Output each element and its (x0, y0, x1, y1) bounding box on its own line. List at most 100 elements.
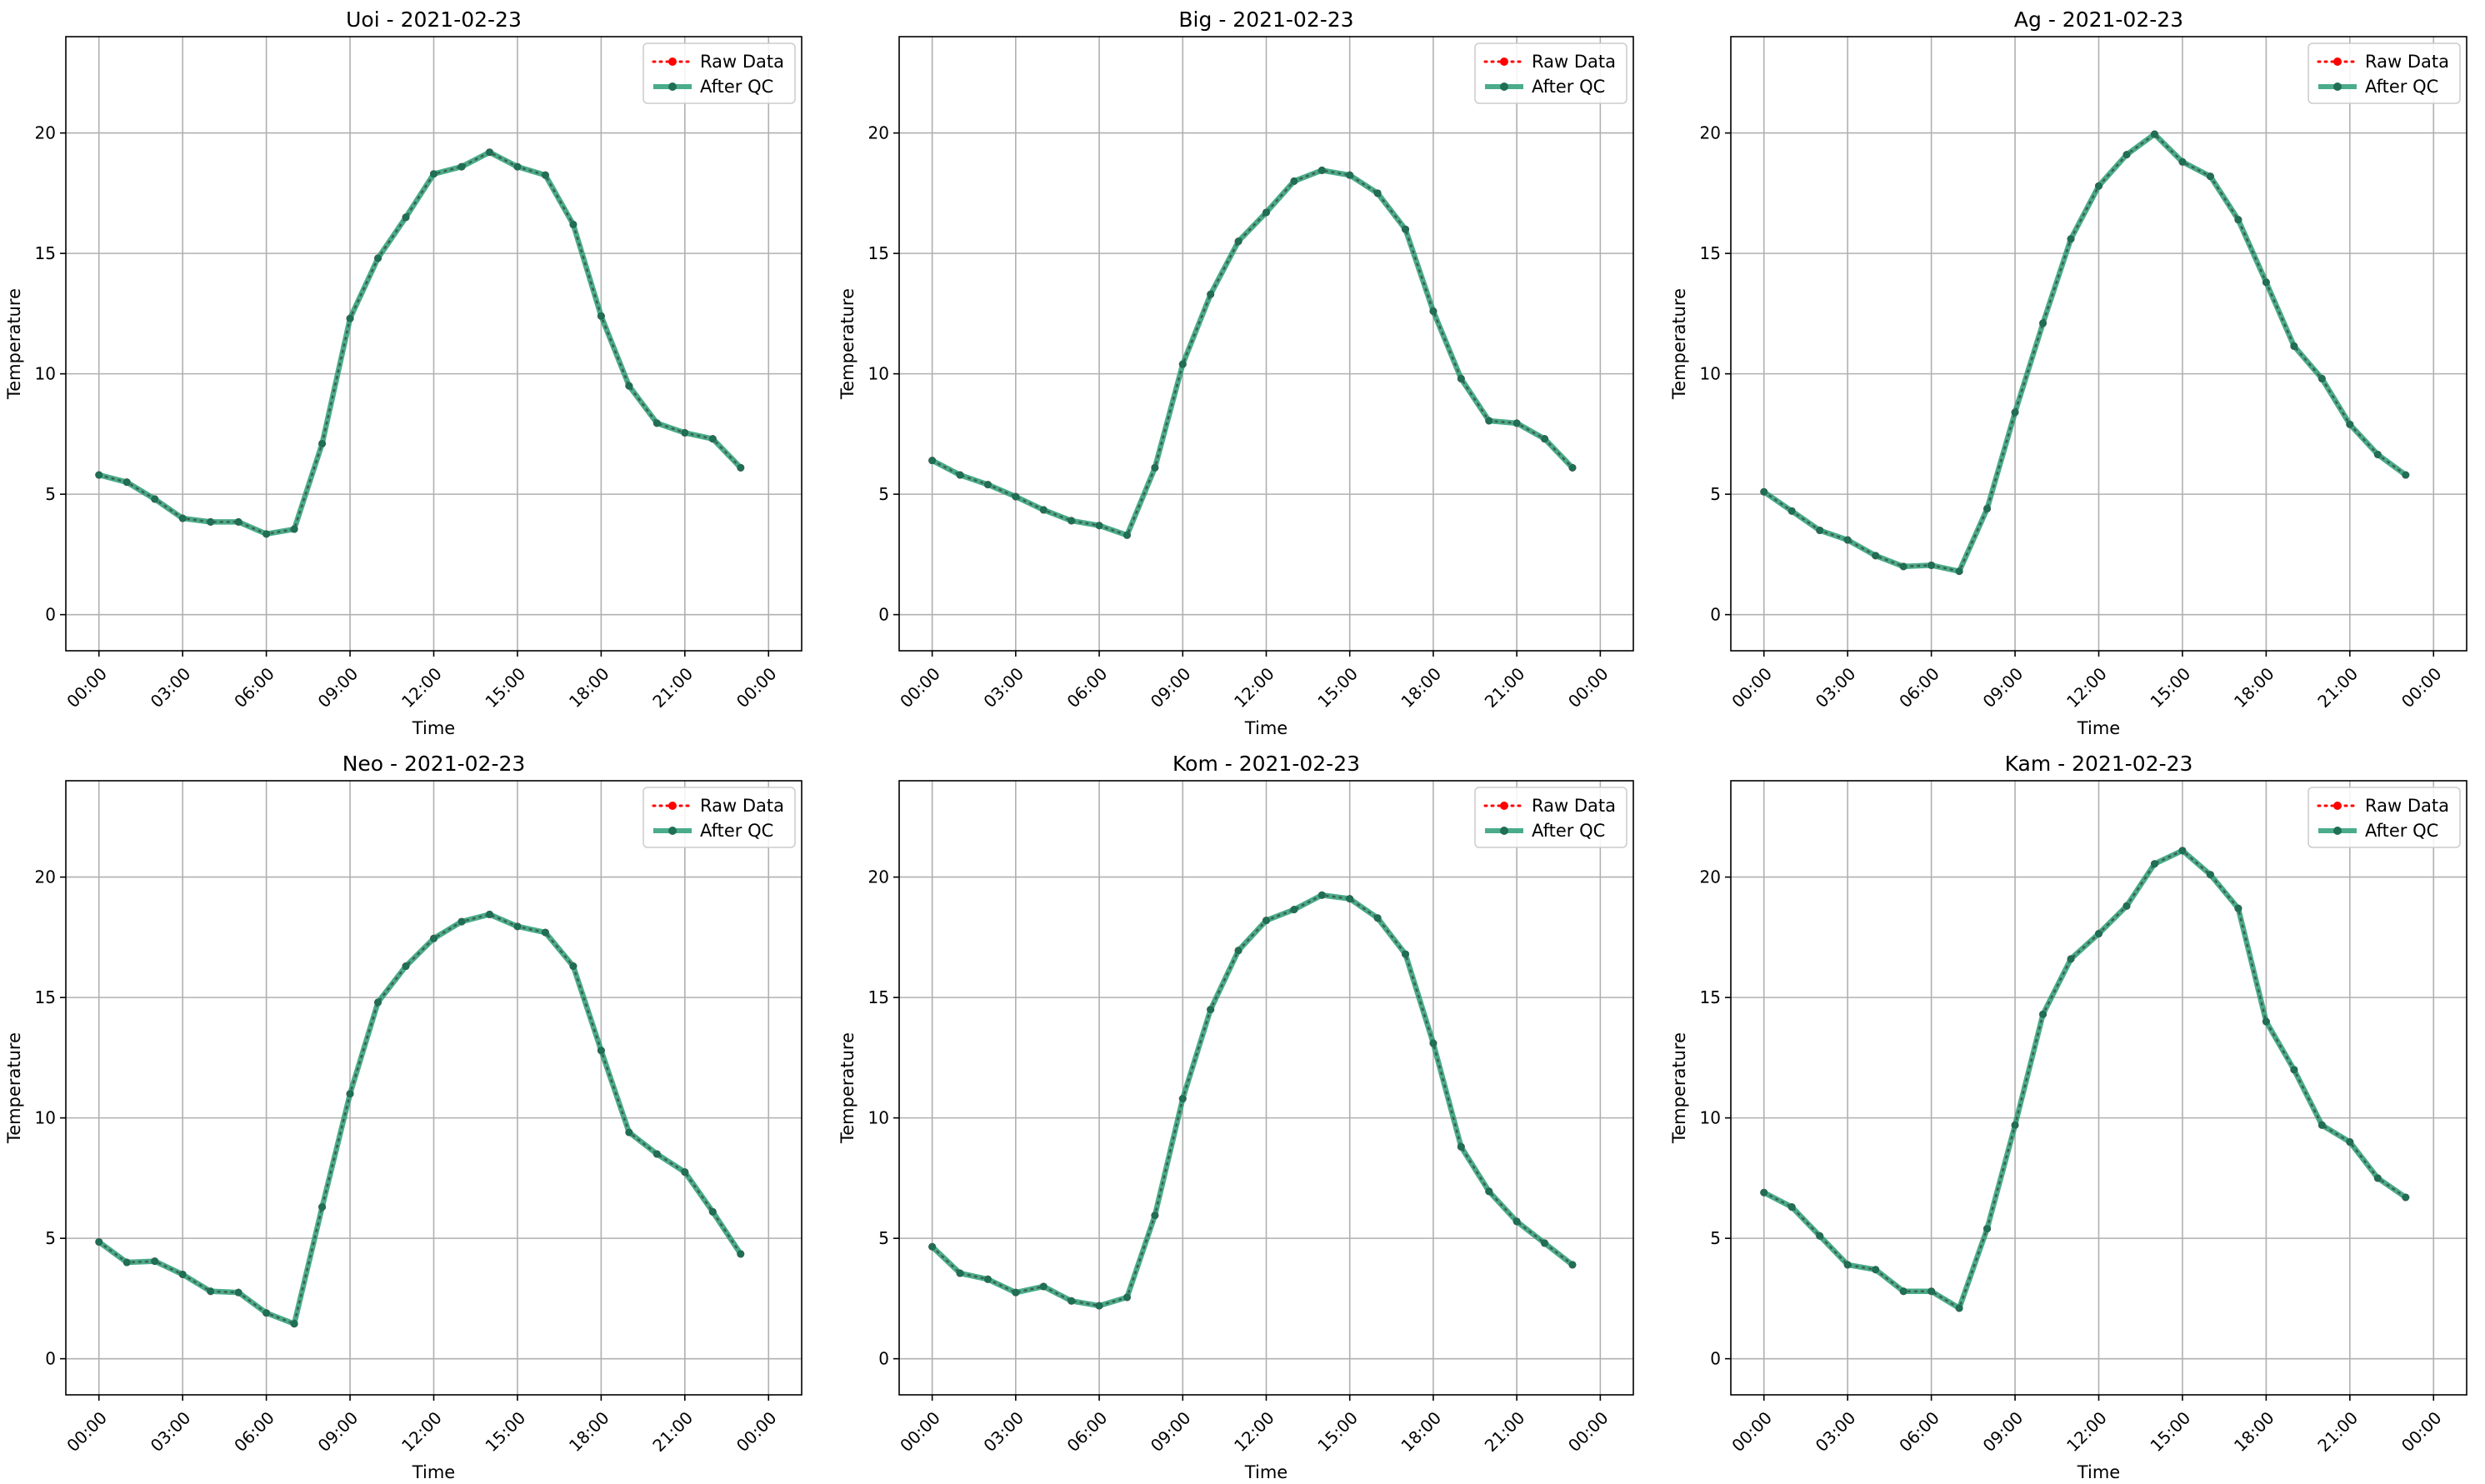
after-qc-point (2262, 1017, 2270, 1026)
after-qc-point (1568, 463, 1577, 472)
y-tick-label: 5 (1710, 1228, 1721, 1248)
after-qc-line (96, 912, 744, 1327)
plot-frame (898, 780, 1634, 1396)
chart-title: Neo - 2021-02-23 (342, 752, 526, 776)
x-tick-label: 12:00 (2062, 663, 2111, 712)
after-qc-point (2290, 1066, 2298, 1074)
after-qc-point (2262, 278, 2270, 287)
after-qc-point (122, 1258, 131, 1267)
raw-data-line (1762, 849, 2408, 1311)
after-qc-point (458, 917, 466, 926)
after-qc-point (1512, 1217, 1521, 1226)
x-tick-label: 15:00 (2146, 1407, 2194, 1456)
x-tick-label: 06:00 (1063, 1407, 1112, 1456)
legend-qc-marker (1500, 82, 1508, 91)
x-tick-label: 09:00 (314, 1407, 362, 1456)
after-qc-point (1872, 552, 1880, 560)
x-tick-label: 21:00 (2313, 1407, 2362, 1456)
legend-qc-label: After QC (2365, 821, 2438, 841)
after-qc-point (2346, 420, 2354, 428)
after-qc-point (2402, 471, 2410, 479)
after-qc-point (178, 514, 187, 522)
after-qc-point (1788, 507, 1796, 515)
after-qc-point (290, 1320, 298, 1328)
raw-data-overlay (98, 913, 742, 1326)
y-tick-label: 5 (45, 484, 56, 504)
x-axis-label: Time (412, 718, 455, 738)
after-qc-point (234, 517, 242, 526)
x-tick-label: 12:00 (1230, 1407, 1278, 1456)
after-qc-point (681, 1168, 689, 1177)
after-qc-point (513, 162, 522, 171)
y-tick-label: 15 (1700, 243, 1721, 263)
after-qc-point (485, 910, 493, 918)
after-qc-point (1816, 526, 1824, 534)
x-tick-label: 18:00 (2230, 1407, 2278, 1456)
raw-data-line (98, 151, 742, 536)
after-qc-point (2122, 151, 2131, 159)
after-qc-point (2095, 182, 2102, 190)
legend-raw-marker (1500, 802, 1508, 810)
y-axis-label: Temperature (1669, 288, 1689, 400)
after-qc-point (956, 1269, 964, 1277)
after-qc-point (2150, 130, 2158, 138)
x-tick-label: 00:00 (1564, 663, 1612, 712)
y-tick-label: 20 (35, 867, 56, 887)
after-qc-point (1541, 435, 1549, 443)
after-qc-point (1485, 1187, 1493, 1196)
after-qc-point (1760, 487, 1768, 496)
y-tick-label: 20 (868, 867, 889, 887)
x-tick-label: 09:00 (1147, 1407, 1195, 1456)
after-qc-point (402, 962, 410, 971)
after-qc-point (1318, 166, 1326, 174)
raw-data-overlay (1763, 849, 2407, 1310)
plot-frame (65, 36, 802, 652)
x-tick-label: 00:00 (1728, 1407, 1776, 1456)
y-tick-label: 5 (878, 484, 889, 504)
after-qc-point (569, 220, 578, 228)
after-qc-point (928, 1242, 937, 1251)
after-qc-point (178, 1270, 187, 1278)
x-tick-label: 15:00 (481, 1407, 529, 1456)
after-qc-point (1234, 237, 1242, 246)
after-qc-point (1402, 950, 1410, 958)
after-qc-point (1373, 189, 1382, 197)
after-qc-point (402, 213, 410, 222)
legend-raw-label: Raw Data (2365, 796, 2449, 816)
x-tick-label: 15:00 (2146, 663, 2194, 712)
y-tick-label: 5 (45, 1228, 56, 1248)
legend-raw-marker (668, 57, 677, 66)
x-tick-label: 12:00 (398, 663, 446, 712)
x-tick-label: 03:00 (979, 663, 1028, 712)
raw-data-line (1762, 132, 2408, 573)
after-qc-point (652, 419, 661, 427)
after-qc-point (1039, 1282, 1048, 1291)
after-qc-point (625, 382, 633, 390)
y-tick-label: 10 (35, 364, 56, 384)
after-qc-point (2318, 1121, 2326, 1129)
after-qc-point (2206, 172, 2214, 181)
legend-qc-marker (2333, 827, 2342, 835)
x-tick-label: 15:00 (1313, 1407, 1362, 1456)
y-tick-label: 10 (1700, 364, 1721, 384)
after-qc-point (1955, 567, 1963, 576)
after-qc-point (1178, 1095, 1187, 1103)
x-tick-label: 09:00 (1979, 663, 2028, 712)
x-tick-label: 06:00 (230, 1407, 278, 1456)
after-qc-point (1012, 492, 1020, 501)
after-qc-point (1234, 947, 1242, 955)
after-qc-point (1318, 891, 1326, 899)
raw-data-overlay (1763, 132, 2407, 572)
legend-raw-marker (668, 802, 677, 810)
after-qc-point (1429, 1039, 1438, 1047)
raw-data-line (98, 912, 742, 1326)
after-qc-point (956, 471, 964, 479)
after-qc-point (1039, 506, 1048, 514)
after-qc-point (2346, 1138, 2354, 1147)
x-tick-label: 12:00 (398, 1407, 446, 1456)
chart-panel-uoi: 00:00 03:00 06:00 09:00 12:00 15:00 18:00 21:00… (4, 7, 802, 738)
after-qc-point (1402, 225, 1410, 233)
after-qc-point (1928, 561, 1936, 569)
y-tick-label: 20 (1700, 867, 1721, 887)
